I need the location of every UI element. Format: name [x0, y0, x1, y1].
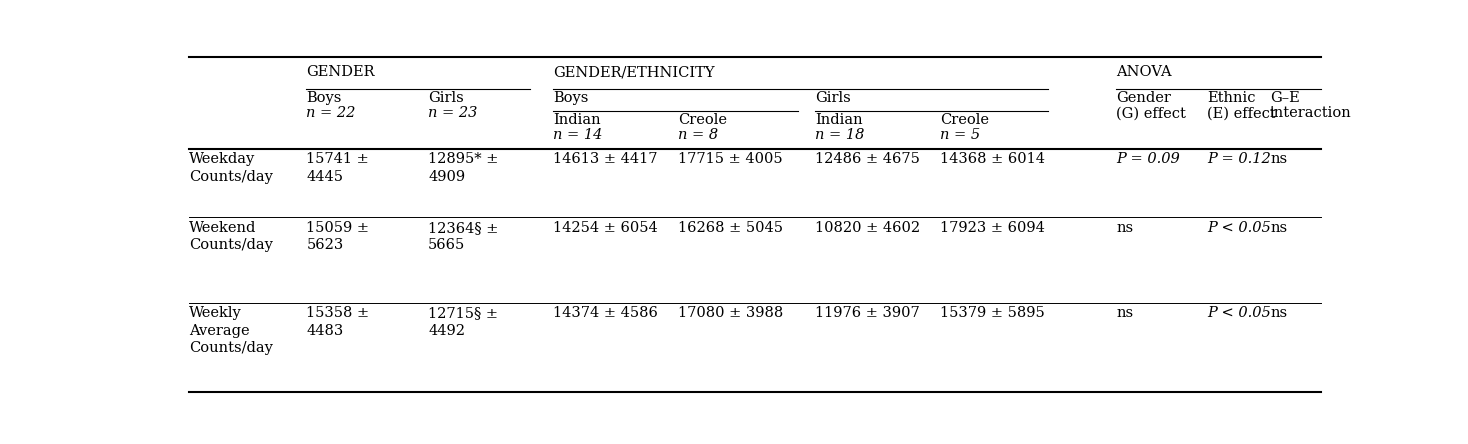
Text: 14613 ± 4417: 14613 ± 4417 — [553, 152, 658, 166]
Text: 15741 ±
4445: 15741 ± 4445 — [307, 152, 368, 184]
Text: Weekend
Counts/day: Weekend Counts/day — [189, 221, 273, 252]
Text: Weekday
Counts/day: Weekday Counts/day — [189, 152, 273, 184]
Text: 17715 ± 4005: 17715 ± 4005 — [678, 152, 782, 166]
Text: n = 8: n = 8 — [678, 128, 718, 143]
Text: ANOVA: ANOVA — [1116, 65, 1171, 79]
Text: 10820 ± 4602: 10820 ± 4602 — [815, 221, 920, 235]
Text: Creole: Creole — [678, 113, 728, 127]
Text: 12486 ± 4675: 12486 ± 4675 — [815, 152, 920, 166]
Text: Indian: Indian — [553, 113, 600, 127]
Text: n = 22: n = 22 — [307, 106, 355, 120]
Text: ns: ns — [1116, 306, 1133, 320]
Text: n = 5: n = 5 — [940, 128, 981, 143]
Text: Boys: Boys — [307, 91, 342, 105]
Text: P < 0.05: P < 0.05 — [1207, 221, 1271, 235]
Text: 16268 ± 5045: 16268 ± 5045 — [678, 221, 784, 235]
Text: P < 0.05: P < 0.05 — [1207, 306, 1271, 320]
Text: Girls: Girls — [429, 91, 464, 105]
Text: 17080 ± 3988: 17080 ± 3988 — [678, 306, 784, 320]
Text: n = 18: n = 18 — [815, 128, 865, 143]
Text: 12364§ ±
5665: 12364§ ± 5665 — [429, 221, 499, 252]
Text: G–E: G–E — [1270, 91, 1299, 105]
Text: 14374 ± 4586: 14374 ± 4586 — [553, 306, 658, 320]
Text: Boys: Boys — [553, 91, 589, 105]
Text: Gender: Gender — [1116, 91, 1171, 105]
Text: ns: ns — [1270, 152, 1287, 166]
Text: ns: ns — [1270, 306, 1287, 320]
Text: 17923 ± 6094: 17923 ± 6094 — [940, 221, 1045, 235]
Text: (E) effect: (E) effect — [1207, 106, 1276, 120]
Text: 14368 ± 6014: 14368 ± 6014 — [940, 152, 1045, 166]
Text: ns: ns — [1116, 221, 1133, 235]
Text: Weekly
Average
Counts/day: Weekly Average Counts/day — [189, 306, 273, 355]
Text: Creole: Creole — [940, 113, 989, 127]
Text: Indian: Indian — [815, 113, 863, 127]
Text: 15059 ±
5623: 15059 ± 5623 — [307, 221, 370, 252]
Text: interaction: interaction — [1270, 106, 1352, 120]
Text: 14254 ± 6054: 14254 ± 6054 — [553, 221, 658, 235]
Text: ns: ns — [1270, 221, 1287, 235]
Text: 11976 ± 3907: 11976 ± 3907 — [815, 306, 919, 320]
Text: n = 23: n = 23 — [429, 106, 477, 120]
Text: GENDER: GENDER — [307, 65, 374, 79]
Text: Ethnic: Ethnic — [1207, 91, 1257, 105]
Text: GENDER/ETHNICITY: GENDER/ETHNICITY — [553, 65, 715, 79]
Text: P = 0.12: P = 0.12 — [1207, 152, 1271, 166]
Text: P = 0.09: P = 0.09 — [1116, 152, 1180, 166]
Text: 12715§ ±
4492: 12715§ ± 4492 — [429, 306, 498, 337]
Text: n = 14: n = 14 — [553, 128, 603, 143]
Text: (G) effect: (G) effect — [1116, 106, 1186, 120]
Text: 15358 ±
4483: 15358 ± 4483 — [307, 306, 370, 337]
Text: Girls: Girls — [815, 91, 850, 105]
Text: 15379 ± 5895: 15379 ± 5895 — [940, 306, 1045, 320]
Text: 12895* ±
4909: 12895* ± 4909 — [429, 152, 499, 184]
